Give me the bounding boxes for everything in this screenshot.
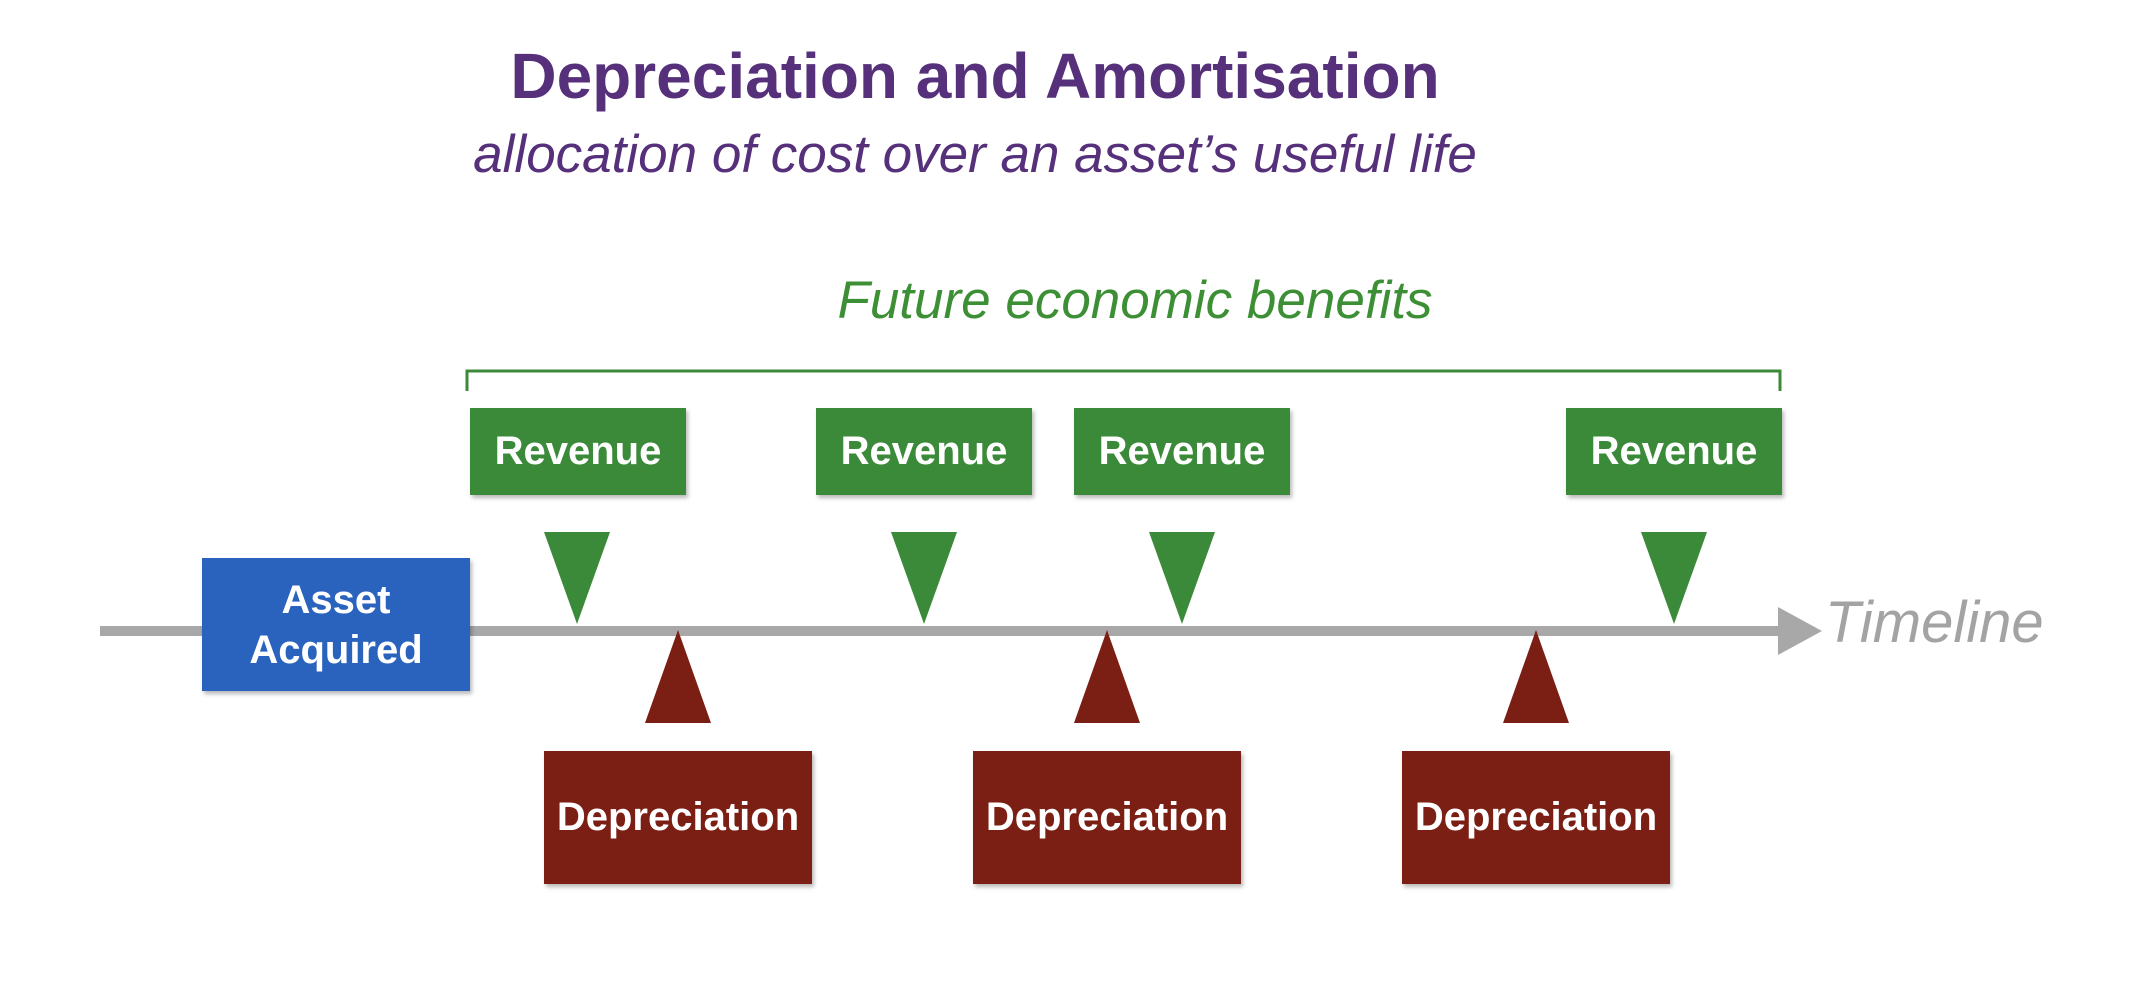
page-title: Depreciation and Amortisation [510, 40, 1440, 112]
revenue-arrow [1641, 532, 1707, 624]
asset-acquired-box: Asset Acquired [202, 558, 470, 691]
revenue-label: Revenue [840, 429, 1008, 473]
revenue-label: Revenue [1098, 429, 1266, 473]
revenue-box: Revenue [470, 408, 686, 495]
depreciation-label: Depreciation [556, 795, 800, 839]
revenue-arrow [891, 532, 957, 624]
depreciation-box: Depreciation [544, 751, 812, 884]
revenue-box: Revenue [816, 408, 1032, 495]
revenue-box: Revenue [1074, 408, 1290, 495]
depreciation-arrow [645, 630, 711, 723]
benefits-bracket [465, 369, 1782, 391]
asset-box-line1: Asset [281, 577, 391, 622]
asset-box-line2: Acquired [249, 627, 423, 672]
depreciation-box: Depreciation [973, 751, 1241, 884]
depreciation-label: Depreciation [985, 795, 1229, 839]
page-subtitle: allocation of cost over an asset’s usefu… [473, 125, 1477, 184]
revenue-label: Revenue [494, 429, 662, 473]
revenue-box: Revenue [1566, 408, 1782, 495]
revenue-arrow [544, 532, 610, 624]
revenue-arrow [1149, 532, 1215, 624]
revenue-label: Revenue [1590, 429, 1758, 473]
timeline-arrowhead [1778, 607, 1822, 655]
depreciation-arrow [1074, 630, 1140, 723]
depreciation-arrow [1503, 630, 1569, 723]
benefits-label: Future economic benefits [837, 271, 1433, 330]
depreciation-box: Depreciation [1402, 751, 1670, 884]
depreciation-label: Depreciation [1414, 795, 1658, 839]
timeline-label: Timeline [1825, 590, 2044, 655]
